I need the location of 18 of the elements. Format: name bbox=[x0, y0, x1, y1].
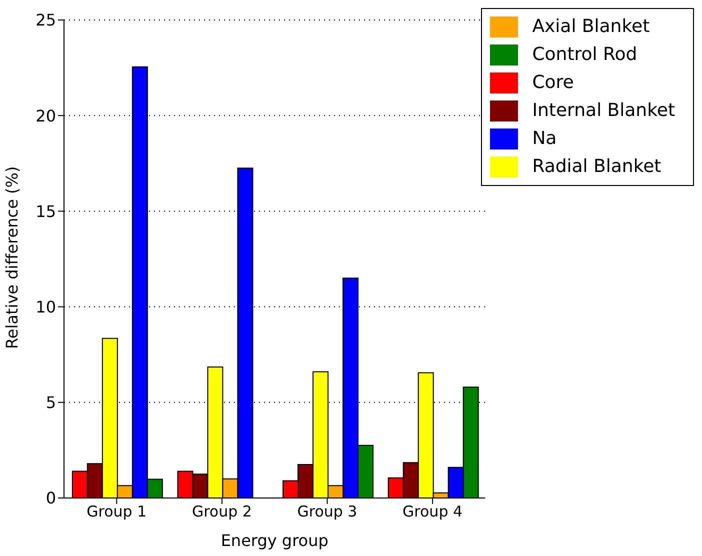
legend-label: Core bbox=[532, 72, 574, 93]
y-tick-label: 10 bbox=[36, 297, 56, 316]
x-tick-label: Group 3 bbox=[297, 502, 358, 521]
legend-label: Control Rod bbox=[532, 44, 638, 65]
x-tick-label: Group 1 bbox=[86, 502, 147, 521]
y-tick-label: 25 bbox=[36, 10, 56, 30]
y-tick-label: 0 bbox=[46, 488, 56, 508]
y-tick-label: 15 bbox=[36, 202, 56, 221]
x-tick-label: Group 2 bbox=[192, 502, 252, 521]
legend-label: Radial Blanket bbox=[532, 156, 662, 177]
x-tick-label: Group 4 bbox=[402, 502, 463, 521]
legend-label: Internal Blanket bbox=[532, 100, 675, 121]
y-tick-label: 5 bbox=[46, 393, 56, 412]
y-tick-label: 20 bbox=[36, 106, 56, 126]
legend-label: Na bbox=[532, 128, 557, 149]
y-axis-title: Relative difference (%) bbox=[2, 166, 22, 349]
legend-label: Axial Blanket bbox=[532, 16, 650, 37]
x-axis-title: Energy group bbox=[220, 531, 328, 550]
